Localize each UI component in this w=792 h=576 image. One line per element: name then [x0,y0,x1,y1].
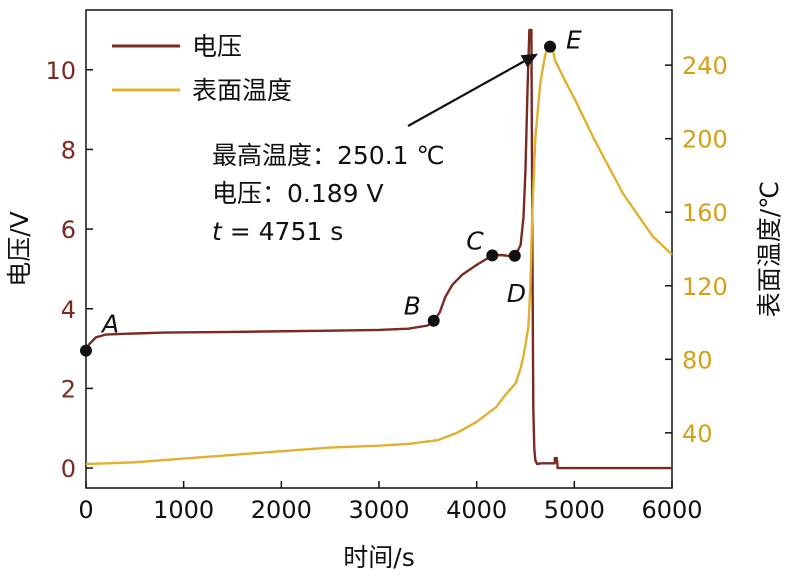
point-label-d: D [507,279,526,308]
x-tick-label: 5000 [544,496,605,524]
tick-marks [85,64,673,488]
y-left-tick-label: 4 [61,296,76,324]
point-c [486,249,499,262]
y-left-tick-label: 2 [61,375,76,403]
y-left-tick-label: 6 [61,216,76,244]
y-right-tick-label: 240 [682,52,728,80]
annotation: 最高温度：250.1 ℃ 电压：0.189 V t = 4751 s [212,53,539,246]
annotation-line-2: 电压：0.189 V [212,179,384,208]
key-points: A B CD E [80,26,582,357]
point-e [544,40,557,53]
legend-label: 表面温度 [192,76,292,105]
plot-area [85,9,673,489]
x-axis-title: 时间/s [343,543,414,572]
point-d [508,249,521,262]
y-left-tick-label: 10 [45,57,76,85]
x-tick-label: 6000 [641,496,702,524]
y-right-axis-title: 表面温度/℃ [755,181,784,318]
x-tick-label: 4000 [446,496,507,524]
annotation-arrow [407,60,525,127]
x-tick-label: 1000 [153,496,214,524]
point-label-e: E [566,26,582,55]
tick-labels: 0 1000 2000 3000 4000 5000 6000 0 2 4 6 8 10 40 80 120 1… [45,52,727,524]
annotation-arrowhead [520,53,539,68]
point-label-a: A [100,310,119,339]
point-label-c: C [466,226,484,255]
annotation-line-3: t = 4751 s [212,217,343,246]
series-line-temperature [85,45,673,466]
y-left-axis-title: 电压/V [5,211,34,287]
point-b [427,314,440,327]
x-tick-label: 3000 [348,496,409,524]
point-a [80,344,92,357]
point-label-b: B [404,292,421,321]
series-line-voltage [84,28,672,470]
legend-label: 电压 [192,32,242,61]
x-tick-label: 0 [78,496,93,524]
annotation-line-1: 最高温度：250.1 ℃ [212,141,445,170]
y-left-tick-label: 8 [61,136,76,164]
y-right-tick-label: 200 [682,126,728,154]
y-left-tick-label: 0 [61,455,76,483]
y-right-tick-label: 80 [682,346,713,374]
series-lines [84,28,673,470]
y-right-tick-label: 120 [682,273,728,301]
x-tick-label: 2000 [251,496,312,524]
y-right-tick-label: 160 [682,199,728,227]
y-right-tick-label: 40 [682,420,713,448]
